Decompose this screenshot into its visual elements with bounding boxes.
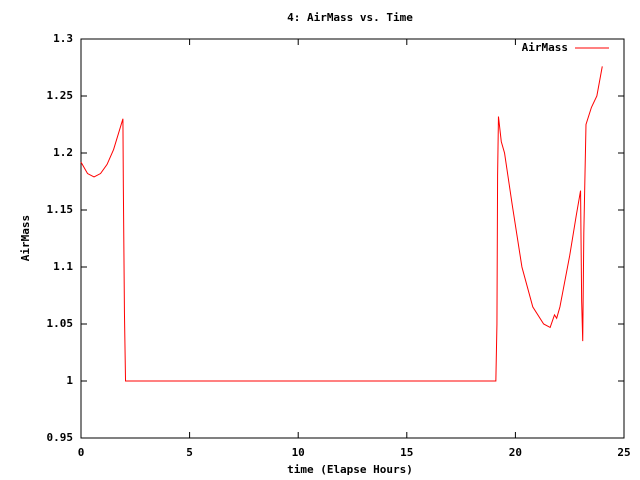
y-tick-label: 1.3 <box>53 32 73 45</box>
x-tick-label: 10 <box>292 446 305 459</box>
plot-border <box>80 38 625 439</box>
y-tick-label: 1.2 <box>53 146 73 159</box>
data-line <box>80 66 603 382</box>
y-tick-label: 1.25 <box>47 89 74 102</box>
x-tick-label: 5 <box>186 446 193 459</box>
y-tick-label: 1.1 <box>53 260 73 273</box>
legend-label: AirMass <box>522 41 568 54</box>
y-tick-label: 1.15 <box>47 203 74 216</box>
x-tick-label: 25 <box>617 446 630 459</box>
x-tick-label: 20 <box>509 446 522 459</box>
y-tick-label: 1 <box>66 374 73 387</box>
x-tick-label: 15 <box>400 446 413 459</box>
x-axis-label: time (Elapse Hours) <box>287 463 413 476</box>
y-axis-label: AirMass <box>19 215 32 261</box>
y-tick-label: 0.95 <box>47 431 74 444</box>
chart-title: 4: AirMass vs. Time <box>287 11 413 24</box>
y-tick-label: 1.05 <box>47 317 74 330</box>
x-tick-label: 0 <box>78 446 85 459</box>
